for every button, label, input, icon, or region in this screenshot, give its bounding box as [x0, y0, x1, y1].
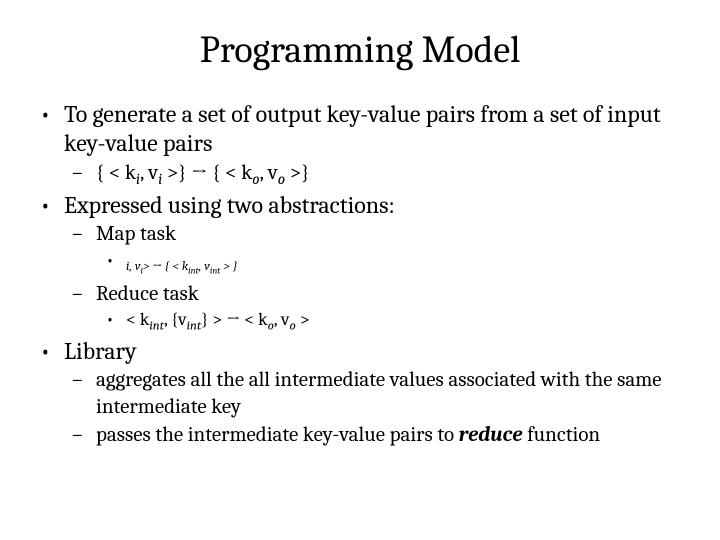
bullet-2-sub-2: Reduce task < kint, {vint} > → < ko, vo …	[96, 281, 684, 335]
bullet-2-sub-2-text: Reduce task	[96, 282, 199, 306]
bullet-1-text: To generate a set of output key-value pa…	[64, 100, 661, 157]
bullet-2-sub-1-s1: i, vi> → { < kint, vint > }	[126, 250, 684, 279]
bullet-3-sub-2: passes the intermediate key-value pairs …	[96, 422, 684, 448]
bullet-1: To generate a set of output key-value pa…	[64, 100, 684, 189]
bullet-2-sub-1-text: Map task	[96, 222, 176, 246]
bullet-2-sub-2-s1: < kint, {vint} > → < ko, vo >	[126, 309, 684, 335]
bullet-3-sub-1: aggregates all the all intermediate valu…	[96, 367, 684, 420]
bullet-2-sub-1: Map task i, vi> → { < kint, vint > }	[96, 221, 684, 278]
slide-title: Programming Model	[36, 28, 684, 72]
bullet-3-text: Library	[64, 337, 137, 365]
bullet-2-text: Expressed using two abstractions:	[64, 191, 395, 219]
bullet-list: To generate a set of output key-value pa…	[36, 100, 684, 448]
bullet-1-sub-1: { < ki, vi >} → { < ko, vo >}	[96, 160, 684, 189]
bullet-3: Library aggregates all the all intermedi…	[64, 337, 684, 449]
bullet-2: Expressed using two abstractions: Map ta…	[64, 191, 684, 335]
